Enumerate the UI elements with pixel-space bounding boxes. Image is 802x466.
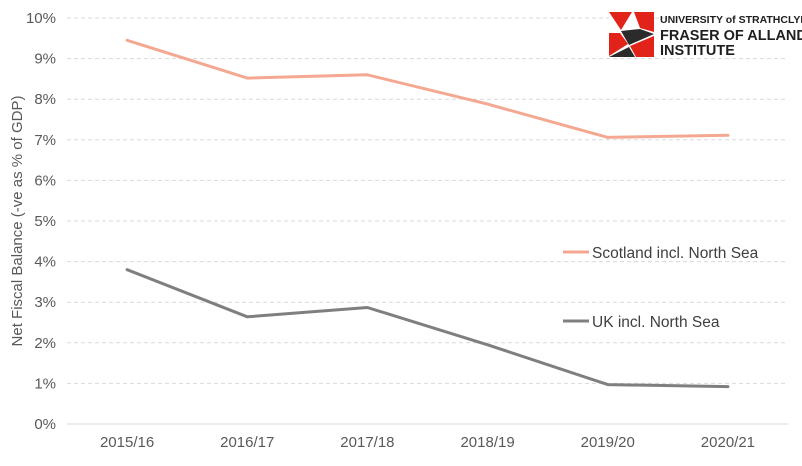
y-axis-title: Net Fiscal Balance (-ve as % of GDP) [9,96,26,347]
legend: Scotland incl. North Sea UK incl. North … [563,245,759,331]
x-tick-label: 2019/20 [581,434,635,451]
y-tick-label: 7% [34,132,56,149]
series-lines [125,38,730,389]
logo-line-institute: INSTITUTE [660,43,735,59]
x-tick-label: 2016/17 [220,434,274,451]
x-tick-label: 2015/16 [100,434,154,451]
y-tick-label: 5% [34,213,56,230]
legend-label-scotland: Scotland incl. North Sea [592,245,759,262]
y-tick-label: 2% [34,335,56,352]
x-tick-label: 2017/18 [340,434,394,451]
x-tick-label: 2018/19 [460,434,514,451]
legend-label-uk: UK incl. North Sea [592,314,720,331]
logo-mark-icon [609,12,654,57]
series-line-uk [125,268,730,389]
logo-line-fraser: FRASER OF ALLANDER [660,28,802,44]
logo-line-university: UNIVERSITY of STRATHCLYDE [660,14,802,26]
y-tick-label: 4% [34,254,56,271]
y-tick-label: 9% [34,51,56,68]
y-tick-label: 8% [34,91,56,108]
y-tick-label: 1% [34,375,56,392]
y-tick-label: 3% [34,294,56,311]
y-axis-ticks: 0% 1% 2% 3% 4% 5% 6% 7% 8% 9% 10% [26,10,56,433]
y-tick-label: 6% [34,172,56,189]
x-axis-ticks: 2015/16 2016/17 2017/18 2018/19 2019/20 2020/… [100,434,755,451]
fraser-of-allander-logo: UNIVERSITY of STRATHCLYDE FRASER OF ALLA… [609,12,802,59]
series-line-scotland [125,38,730,139]
y-tick-label: 10% [26,10,56,27]
x-tick-label: 2020/21 [701,434,755,451]
y-tick-label: 0% [34,416,56,433]
